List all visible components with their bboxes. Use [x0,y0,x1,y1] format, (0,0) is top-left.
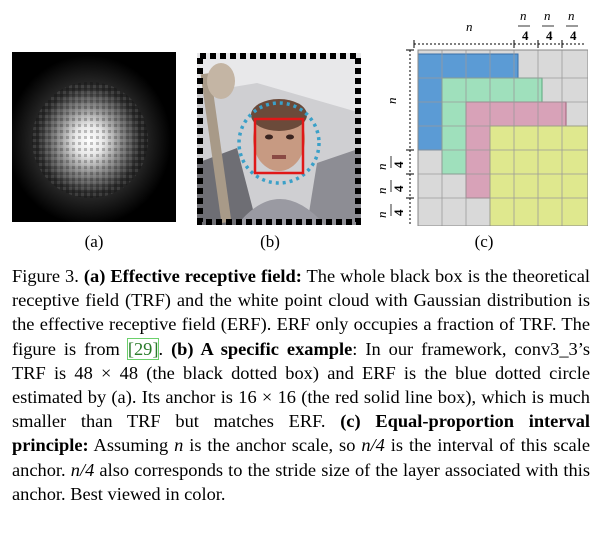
left-label-4-1: 4 [391,161,406,168]
figure-label: Figure 3. [12,266,79,286]
top-label-n-1: n [520,8,527,23]
grid-lines [418,50,588,226]
left-label-n-2: n [378,188,389,195]
left-label-4-2: 4 [391,185,406,192]
top-label-n: n [466,19,473,34]
caption-c-title: (c) Equal-proportion interval principle: [12,411,590,456]
top-label-4-1: 4 [522,28,529,43]
figure-caption: Figure 3. (a) Effective receptive field:… [12,266,591,504]
caption-n4-symbol-1: n/4 [361,435,385,456]
sublabel-a: (a) [84,232,104,251]
top-label-4-3: 4 [570,28,577,43]
caption-n4-symbol-2: n/4 [70,459,95,480]
sublabel-c: (c) [474,232,494,251]
top-label-n-3: n [568,8,575,23]
caption-c-text-1: Assuming [88,435,175,456]
caption-c-text-3: is the interval of this scale anchor. [12,435,590,480]
sublabel-b: (b) [260,232,280,251]
citation-link[interactable]: [29] [126,337,160,360]
caption-c-text-2: is the anchor scale, so [183,435,362,456]
erf-heatmap [12,52,176,222]
caption-a-text: The whole black box is the theoretical r… [12,266,590,359]
caption-n-symbol: n [174,435,184,456]
top-label-4-2: 4 [546,28,553,43]
caption-a-title: (a) Effective receptive field: [83,266,302,286]
caption-c-text-4: also corresponds to the stride size of t… [12,459,591,504]
left-label-n-3: n [378,212,389,219]
caption-b-text: : In our framework, conv3_3’s TRF is 48 … [12,338,590,432]
caption-b-title: (b) A specific example [171,338,353,359]
interval-diagram: n n 4 n 4 n 4 n n 4 n 4 n 4 [378,8,588,226]
face-example [197,53,361,225]
left-label-4-3: 4 [391,209,406,216]
left-label-n-1: n [378,164,389,171]
top-label-n-2: n [544,8,551,23]
left-label-n: n [384,98,399,105]
